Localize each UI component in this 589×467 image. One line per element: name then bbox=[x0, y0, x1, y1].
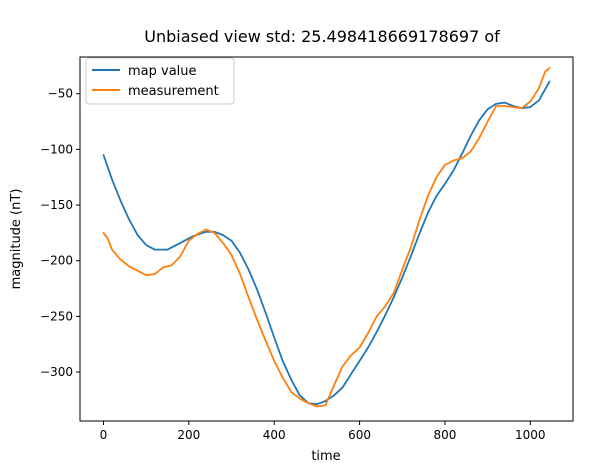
series-layer bbox=[102, 67, 551, 408]
legend: map value measurement bbox=[85, 57, 235, 105]
y-axis: −300 −250 −200 −150 −100 −50 bbox=[40, 87, 80, 379]
legend-box bbox=[85, 57, 235, 105]
x-tick-label: 200 bbox=[177, 428, 200, 442]
legend-label: measurement bbox=[128, 84, 219, 99]
plot-area bbox=[79, 56, 574, 422]
x-tick-label: 400 bbox=[263, 428, 286, 442]
legend-label: map value bbox=[128, 64, 197, 79]
x-tick-label: 800 bbox=[433, 428, 456, 442]
x-tick-label: 600 bbox=[348, 428, 371, 442]
y-axis-label: magnitude (nT) bbox=[9, 189, 24, 290]
series-line-map-value bbox=[102, 80, 551, 406]
y-tick-label: −300 bbox=[40, 365, 73, 379]
y-tick-label: −200 bbox=[40, 254, 73, 268]
x-axis: 0 200 400 600 800 1000 bbox=[100, 421, 546, 442]
series-line-measurement bbox=[102, 67, 551, 408]
y-tick-label: −100 bbox=[40, 142, 73, 156]
axes-frame bbox=[79, 56, 574, 422]
x-tick-label: 1000 bbox=[515, 428, 546, 442]
y-tick-label: −250 bbox=[40, 309, 73, 323]
y-tick-label: −50 bbox=[48, 87, 73, 101]
y-tick-label: −150 bbox=[40, 198, 73, 212]
x-axis-label: time bbox=[311, 449, 340, 464]
x-tick-label: 0 bbox=[100, 428, 108, 442]
chart-title: Unbiased view std: 25.498418669178697 of bbox=[144, 27, 500, 46]
